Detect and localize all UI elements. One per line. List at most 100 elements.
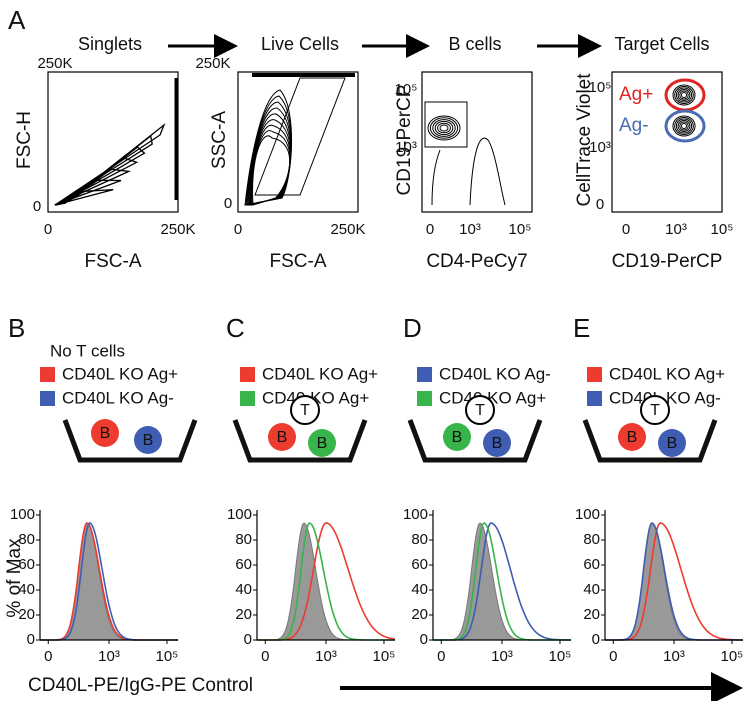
y-tick-label: 20 <box>583 606 600 623</box>
cell <box>658 429 686 457</box>
x-tick-label: 10⁵ <box>373 648 396 665</box>
contour <box>437 122 451 134</box>
well <box>582 419 718 463</box>
contour <box>469 137 506 206</box>
cell-letter: T <box>650 402 660 419</box>
x-tick-label: 0 <box>44 648 52 665</box>
legend-label: CD40L KO Ag- <box>439 364 551 383</box>
cell-letter: T <box>475 402 485 419</box>
y-tick-label: 40 <box>411 581 428 598</box>
contour <box>429 117 459 139</box>
step-label: B cells <box>448 34 501 54</box>
y-tick-label: 10⁵ <box>589 79 612 96</box>
contour <box>54 122 166 206</box>
gate-label: Ag+ <box>619 84 653 105</box>
contour <box>674 117 694 135</box>
cell <box>290 395 320 425</box>
cell-letter: B <box>452 429 463 446</box>
well <box>232 419 368 463</box>
cell-letter: B <box>100 425 111 442</box>
contour <box>439 124 449 132</box>
contour <box>675 118 693 134</box>
legend-swatch <box>240 367 255 382</box>
cell <box>268 423 296 451</box>
x-tick-label: 10⁵ <box>156 648 179 665</box>
y-tick-label: 60 <box>411 556 428 573</box>
x-tick-label: 10³ <box>491 648 513 665</box>
legend-swatch <box>417 367 432 382</box>
x-axis-label: CD4-PeCy7 <box>426 251 527 272</box>
y-tick-label: 80 <box>583 531 600 548</box>
step-label: Live Cells <box>261 34 339 54</box>
y-tick-label: 10³ <box>589 139 611 156</box>
step-label: Singlets <box>78 34 142 54</box>
cell-letter: B <box>317 435 328 452</box>
x-axis-label: CD19-PerCP <box>612 251 723 272</box>
contour <box>54 188 114 206</box>
step-label: Target Cells <box>614 34 709 54</box>
cell-letter: B <box>667 435 678 452</box>
panel-label: B <box>8 313 25 343</box>
control-histogram <box>605 522 743 641</box>
plot-frame <box>421 71 533 213</box>
y-axis-label: CD19-PerCP <box>394 85 415 196</box>
gate <box>664 109 706 143</box>
plot-frame <box>611 71 723 213</box>
legend-swatch <box>587 367 602 382</box>
x-tick-label: 10⁵ <box>721 648 744 665</box>
contour <box>681 92 687 98</box>
panel-label: D <box>403 313 422 343</box>
gate-label: Ag- <box>619 115 649 136</box>
y-tick-label: 20 <box>235 606 252 623</box>
contour <box>431 149 441 206</box>
contour <box>252 135 291 206</box>
y-tick-label: 40 <box>235 581 252 598</box>
x-tick-label: 0 <box>426 221 434 238</box>
y-tick-label: 0 <box>592 631 600 648</box>
y-tick-label: 20 <box>411 606 428 623</box>
gate <box>424 101 468 148</box>
x-axis-label: FSC-A <box>85 251 142 272</box>
contour <box>54 168 132 206</box>
x-tick-label: 10³ <box>665 221 687 238</box>
plot-frame <box>237 71 359 213</box>
y-tick-label: 100 <box>403 506 428 523</box>
y-axis-label: % of Max <box>4 538 25 618</box>
legend-label: CD40L KO Ag+ <box>62 364 178 383</box>
contour <box>672 115 696 137</box>
y-tick-label: 0 <box>224 195 232 212</box>
x-tick-label: 10³ <box>459 221 481 238</box>
gate <box>664 78 706 112</box>
cell <box>618 423 646 451</box>
y-tick-label: 20 <box>18 606 35 623</box>
legend-swatch <box>240 391 255 406</box>
x-tick-label: 0 <box>622 221 630 238</box>
legend-label: CD40 KO Ag+ <box>439 388 546 407</box>
x-tick-label: 10³ <box>98 648 120 665</box>
y-tick-label: 250K <box>37 55 72 72</box>
note: No T cells <box>50 341 125 360</box>
cell <box>134 426 162 454</box>
contour <box>674 86 694 104</box>
legend-label: CD40L KO Ag- <box>62 388 174 407</box>
contour <box>434 120 454 136</box>
panel-label: E <box>573 313 590 343</box>
x-tick-label: 0 <box>437 648 445 665</box>
y-tick-label: 80 <box>411 531 428 548</box>
y-axis-label: FSC-H <box>14 111 35 169</box>
x-axis-label: FSC-A <box>270 251 327 272</box>
cell-letter: B <box>277 429 288 446</box>
contour <box>677 89 691 101</box>
y-tick-label: 100 <box>10 506 35 523</box>
contour <box>677 120 691 132</box>
cell <box>465 395 495 425</box>
cell <box>443 423 471 451</box>
cell-letter: B <box>143 432 154 449</box>
x-tick-label: 10⁵ <box>711 221 734 238</box>
legend-label: CD40L KO Ag+ <box>262 364 378 383</box>
y-tick-label: 100 <box>575 506 600 523</box>
panel-label: A <box>8 5 26 35</box>
contour <box>675 87 693 103</box>
y-axis-label: CellTrace Violet <box>574 73 595 207</box>
